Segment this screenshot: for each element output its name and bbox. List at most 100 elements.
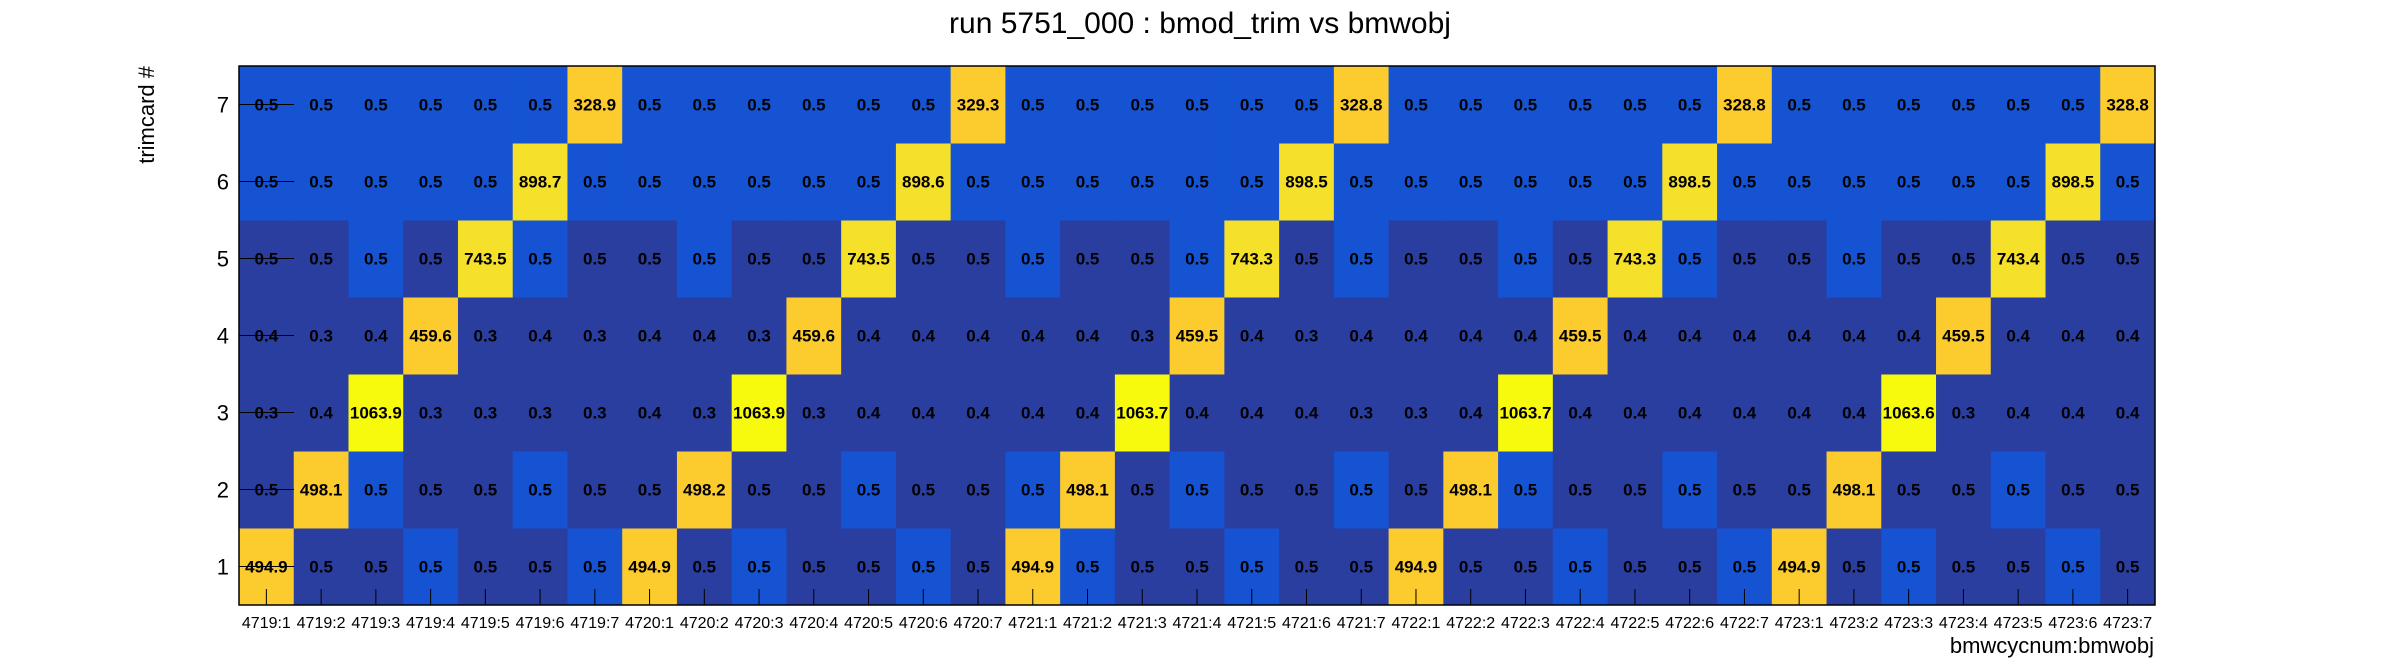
cell-value-label: 0.5 bbox=[1568, 558, 1592, 577]
heatmap-cell bbox=[1826, 220, 1882, 298]
cell-value-label: 0.5 bbox=[1952, 558, 1976, 577]
x-tick-label: 4722:2 bbox=[1446, 615, 1495, 632]
heatmap-cell bbox=[293, 220, 349, 298]
cell-value-label: 0.5 bbox=[1130, 173, 1154, 192]
x-tick-label: 4719:6 bbox=[516, 615, 565, 632]
heatmap-cell bbox=[1552, 451, 1609, 529]
heatmap-cell bbox=[1771, 220, 1828, 298]
cell-value-label: 0.5 bbox=[474, 558, 498, 577]
cell-value-label: 0.5 bbox=[2061, 96, 2085, 115]
cell-value-label: 0.5 bbox=[1897, 481, 1921, 500]
cell-value-label: 0.4 bbox=[364, 327, 388, 346]
heatmap-cell bbox=[1060, 374, 1116, 452]
x-tick-label: 4719:7 bbox=[570, 615, 619, 632]
heatmap-cell bbox=[1881, 220, 1937, 298]
heatmap-cell bbox=[1333, 66, 1390, 144]
heatmap-cell bbox=[1224, 66, 1280, 144]
cell-value-label: 0.4 bbox=[2061, 327, 2085, 346]
cell-value-label: 0.5 bbox=[1295, 481, 1319, 500]
heatmap-cell bbox=[1224, 451, 1280, 529]
cell-value-label: 0.4 bbox=[857, 327, 881, 346]
heatmap-cell bbox=[348, 297, 404, 375]
cell-value-label: 494.9 bbox=[1778, 558, 1821, 577]
cell-value-label: 0.4 bbox=[2116, 327, 2140, 346]
cell-value-label: 0.5 bbox=[1623, 481, 1647, 500]
heatmap-cell bbox=[1279, 143, 1335, 221]
heatmap-cell bbox=[1333, 143, 1390, 221]
x-tick-label: 4721:5 bbox=[1227, 615, 1276, 632]
heatmap-cell bbox=[1662, 297, 1718, 375]
cell-value-label: 0.5 bbox=[857, 96, 881, 115]
cell-value-label: 0.5 bbox=[474, 173, 498, 192]
cell-value-label: 0.5 bbox=[2061, 481, 2085, 500]
heatmap-cell bbox=[1443, 220, 1499, 298]
heatmap-cell bbox=[403, 220, 459, 298]
cell-value-label: 0.5 bbox=[1733, 558, 1757, 577]
cell-value-label: 0.3 bbox=[1952, 404, 1976, 423]
heatmap-cell bbox=[1114, 220, 1171, 298]
heatmap-cell bbox=[1771, 297, 1828, 375]
cell-value-label: 0.5 bbox=[966, 481, 990, 500]
x-tick-label: 4722:3 bbox=[1501, 615, 1550, 632]
heatmap-cell bbox=[1936, 220, 1992, 298]
cell-value-label: 0.5 bbox=[1568, 173, 1592, 192]
heatmap-cell bbox=[293, 143, 349, 221]
heatmap-cell bbox=[1881, 66, 1937, 144]
heatmap-cell bbox=[1114, 66, 1171, 144]
cell-value-label: 0.5 bbox=[692, 173, 716, 192]
cell-value-label: 0.5 bbox=[1185, 481, 1209, 500]
cell-value-label: 1063.7 bbox=[1116, 404, 1168, 423]
cell-value-label: 0.5 bbox=[2006, 481, 2030, 500]
cell-value-label: 0.5 bbox=[583, 250, 607, 269]
heatmap-cell-labels: 494.9 0.5 0.5 0.5 0.5 0.5 0.5 494.9 0.5 0.5 0.5 0.5… bbox=[245, 96, 2149, 577]
heatmap-cell bbox=[1607, 451, 1663, 529]
heatmap-cell bbox=[2100, 297, 2156, 375]
x-tick-label: 4721:6 bbox=[1282, 615, 1331, 632]
heatmap-cell bbox=[2045, 451, 2101, 529]
heatmap-cell bbox=[1552, 297, 1609, 375]
heatmap-cell bbox=[348, 451, 404, 529]
cell-value-label: 0.5 bbox=[747, 558, 771, 577]
cell-value-label: 0.5 bbox=[1404, 481, 1428, 500]
cell-value-label: 0.5 bbox=[1349, 481, 1373, 500]
heatmap-cell bbox=[1717, 297, 1773, 375]
heatmap-cell bbox=[1498, 374, 1554, 452]
cell-value-label: 0.5 bbox=[1130, 250, 1154, 269]
cell-value-label: 0.5 bbox=[1842, 96, 1866, 115]
heatmap-cell bbox=[1279, 66, 1335, 144]
heatmap-cell bbox=[512, 297, 568, 375]
heatmap-cell bbox=[731, 374, 787, 452]
cell-value-label: 0.5 bbox=[802, 558, 826, 577]
cell-value-label: 0.5 bbox=[1842, 173, 1866, 192]
heatmap-cell bbox=[2045, 297, 2101, 375]
cell-value-label: 0.5 bbox=[1240, 173, 1264, 192]
cell-value-label: 1063.9 bbox=[733, 404, 785, 423]
cell-value-label: 0.5 bbox=[419, 558, 443, 577]
heatmap-cell bbox=[1826, 297, 1882, 375]
cell-value-label: 0.5 bbox=[1514, 250, 1538, 269]
cell-value-label: 0.5 bbox=[2116, 250, 2140, 269]
cell-value-label: 0.4 bbox=[1842, 404, 1866, 423]
heatmap-cell bbox=[895, 143, 952, 221]
heatmap-cell bbox=[457, 297, 514, 375]
cell-value-label: 0.5 bbox=[1842, 250, 1866, 269]
heatmap-cell bbox=[950, 451, 1006, 529]
cell-value-label: 0.4 bbox=[1240, 327, 1264, 346]
cell-value-label: 0.5 bbox=[1349, 250, 1373, 269]
heatmap-cell bbox=[348, 66, 404, 144]
heatmap-cell bbox=[895, 66, 952, 144]
heatmap-cell bbox=[1662, 374, 1718, 452]
heatmap-cell bbox=[895, 374, 952, 452]
heatmap-cell bbox=[1498, 66, 1554, 144]
x-tick-label: 4722:1 bbox=[1392, 615, 1441, 632]
heatmap-cell bbox=[1169, 143, 1225, 221]
heatmap-cell bbox=[293, 451, 349, 529]
cell-value-label: 0.4 bbox=[1459, 327, 1483, 346]
heatmap-cell bbox=[1607, 374, 1663, 452]
heatmap-cell bbox=[1388, 66, 1444, 144]
cell-value-label: 743.4 bbox=[1997, 250, 2040, 269]
cell-value-label: 0.5 bbox=[1021, 481, 1045, 500]
cell-value-label: 0.5 bbox=[364, 481, 388, 500]
cell-value-label: 0.5 bbox=[1787, 250, 1811, 269]
heatmap-cell bbox=[1333, 220, 1390, 298]
